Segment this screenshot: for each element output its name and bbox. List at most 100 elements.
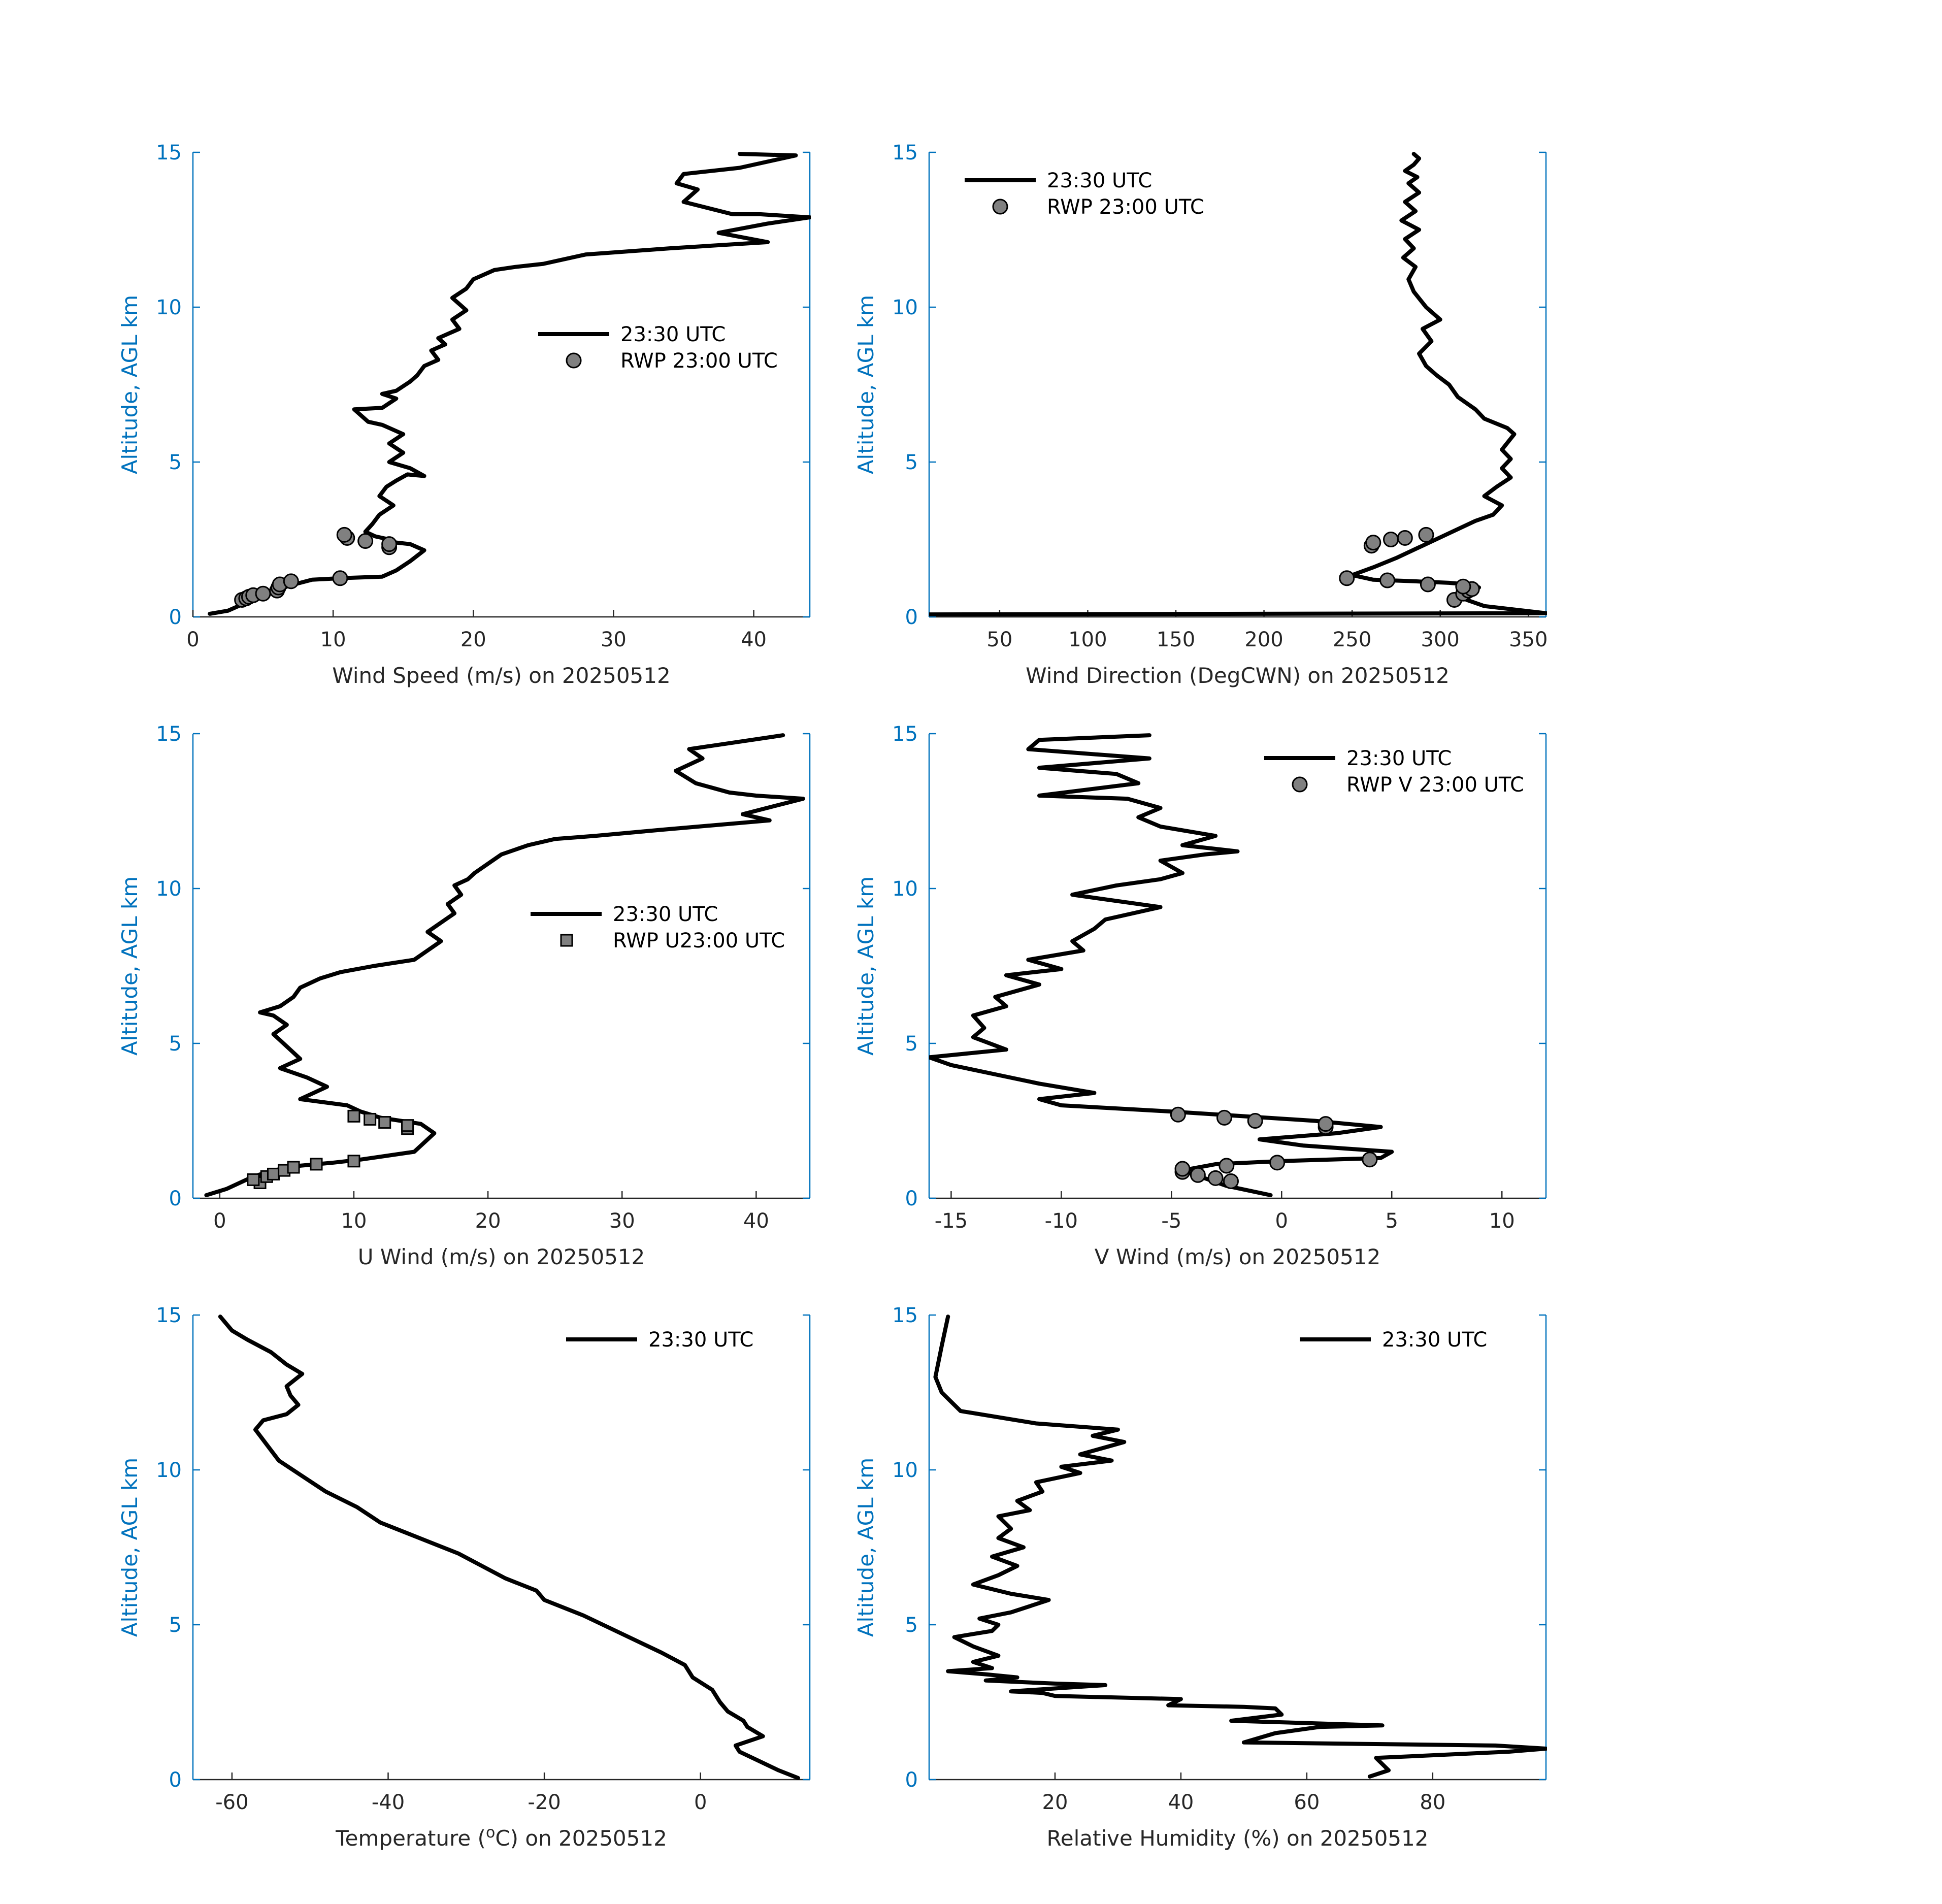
data-point [1190, 1167, 1206, 1183]
data-point-square [378, 1116, 391, 1129]
x-tick-label: 40 [743, 1209, 769, 1233]
x-axis-label: V Wind (m/s) on 20250512 [1095, 1244, 1381, 1269]
x-tick-label: 10 [320, 628, 346, 651]
legend-label: 23:30 UTC [1047, 169, 1152, 192]
y-tick-label: 0 [905, 1187, 918, 1210]
panel-wind-direction: 0 5 10 15 50 100 150 200 250 300 350 Altitude, AGL … [853, 141, 1548, 688]
panel-relative-humidity: 0 5 10 15 20 40 60 80 Altitude, AGL km Relative H… [853, 1304, 1547, 1851]
data-point [1365, 535, 1381, 551]
data-point [1418, 527, 1434, 543]
legend-label: 23:30 UTC [620, 323, 726, 346]
x-axis-label: Temperature (oC) on 20250512 [335, 1824, 667, 1851]
y-tick-label: 15 [892, 723, 918, 746]
legend-marker [566, 352, 582, 369]
x-tick-label: -40 [372, 1791, 405, 1814]
y-axis-label: Altitude, AGL km [853, 1458, 878, 1637]
x-tick-label: 60 [1294, 1791, 1320, 1814]
y-tick-label: 10 [156, 296, 182, 319]
y-tick-label: 5 [169, 451, 182, 474]
x-tick-label: 40 [1168, 1791, 1194, 1814]
legend-label: RWP U23:00 UTC [613, 929, 785, 953]
y-tick-label: 10 [156, 1459, 182, 1482]
legend-label: RWP 23:00 UTC [1047, 195, 1204, 219]
legend-label: RWP 23:00 UTC [620, 349, 778, 373]
series-line [208, 152, 811, 616]
y-axis-label: Altitude, AGL km [117, 295, 142, 474]
series-line [929, 152, 1547, 617]
y-tick-label: 0 [169, 1768, 182, 1792]
data-point [381, 536, 398, 552]
x-axis-label: U Wind (m/s) on 20250512 [358, 1244, 645, 1269]
legend-label: RWP V 23:00 UTC [1346, 773, 1524, 797]
panel-u-wind: 0 5 10 15 0 10 20 30 40 Altitude, AGL km U Wind (m… [117, 723, 811, 1269]
y-tick-label: 5 [169, 1614, 182, 1637]
x-tick-label: 0 [213, 1209, 226, 1233]
x-tick-label: 40 [741, 628, 767, 651]
x-tick-label: 50 [986, 628, 1012, 651]
data-point [1174, 1161, 1191, 1177]
data-point [1397, 530, 1413, 546]
x-tick-label: 20 [460, 628, 486, 651]
data-point-square [310, 1158, 323, 1171]
x-tick-label: 0 [694, 1791, 707, 1814]
data-point [283, 573, 299, 589]
y-tick-label: 5 [169, 1032, 182, 1056]
x-tick-label: 0 [186, 628, 199, 651]
data-point-square [401, 1119, 414, 1132]
data-point [1420, 576, 1436, 593]
panel-wind-speed: 0 5 10 15 0 10 20 30 40 Altitude, AGL km Wind Spee… [117, 141, 811, 688]
x-tick-label: -20 [528, 1791, 561, 1814]
x-tick-label: 150 [1157, 628, 1195, 651]
series-line [933, 1315, 1547, 1779]
y-tick-label: 15 [156, 141, 182, 165]
x-tick-label: 10 [1489, 1209, 1515, 1233]
legend-label: 23:30 UTC [1346, 747, 1452, 770]
legend-label: 23:30 UTC [648, 1328, 753, 1352]
y-tick-label: 0 [169, 606, 182, 629]
data-point [1383, 532, 1399, 547]
y-tick-label: 15 [156, 723, 182, 746]
x-tick-label: 100 [1068, 628, 1107, 651]
y-tick-label: 0 [905, 606, 918, 629]
y-tick-label: 0 [169, 1187, 182, 1210]
data-point [1216, 1109, 1232, 1126]
y-tick-label: 15 [892, 141, 918, 165]
data-point [255, 585, 271, 602]
y-tick-label: 10 [892, 296, 918, 319]
x-tick-label: -5 [1161, 1209, 1181, 1233]
data-point-square [287, 1161, 300, 1174]
x-tick-label: 30 [609, 1209, 635, 1233]
series-line [218, 1315, 800, 1780]
data-point [332, 570, 348, 586]
y-axis-label: Altitude, AGL km [117, 876, 142, 1056]
x-tick-label: 200 [1244, 628, 1283, 651]
x-tick-label: 5 [1386, 1209, 1398, 1233]
data-point [1455, 578, 1471, 595]
data-point-square [247, 1173, 260, 1186]
x-tick-label: 20 [1042, 1791, 1068, 1814]
data-point [1318, 1116, 1334, 1132]
y-axis-label: Altitude, AGL km [117, 1458, 142, 1637]
y-tick-label: 10 [892, 1459, 918, 1482]
legend-marker [1292, 776, 1308, 793]
data-point [1339, 570, 1355, 586]
y-axis-label: Altitude, AGL km [853, 295, 878, 474]
x-tick-label: -15 [935, 1209, 968, 1233]
data-point [336, 527, 352, 543]
panel-v-wind: 0 5 10 15 -15 -10 -5 0 5 10 Altitude, AGL km V Wind… [853, 723, 1547, 1269]
legend-label: 23:30 UTC [1382, 1328, 1487, 1352]
x-tick-label: 20 [475, 1209, 501, 1233]
y-tick-label: 10 [156, 877, 182, 901]
x-axis-label-part: C) on 20250512 [495, 1826, 667, 1851]
data-point [1247, 1113, 1263, 1129]
legend-marker [992, 199, 1008, 215]
y-tick-label: 5 [905, 1614, 918, 1637]
data-point-square [267, 1167, 280, 1180]
panel-temperature: 0 5 10 15 -60 -40 -20 0 Altitude, AGL km Temperat… [117, 1304, 811, 1851]
x-tick-label: 10 [341, 1209, 367, 1233]
x-tick-label: 0 [1275, 1209, 1288, 1233]
x-tick-label: 250 [1333, 628, 1371, 651]
data-point-square [364, 1112, 377, 1126]
x-axis-label: Relative Humidity (%) on 20250512 [1047, 1826, 1429, 1851]
